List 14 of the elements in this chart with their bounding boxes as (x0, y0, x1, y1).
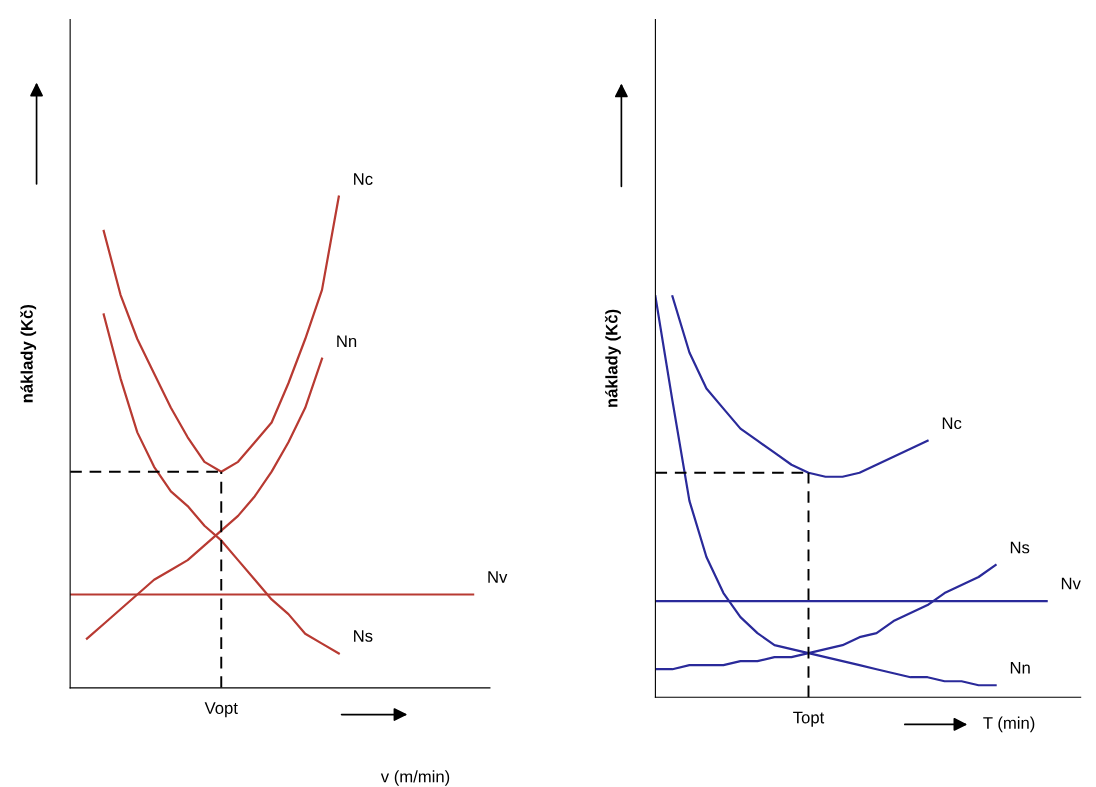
series-label: Nn (1010, 662, 1030, 674)
series-label: Nc (354, 173, 373, 185)
text: Topt (793, 711, 825, 727)
series-label: Nc (942, 417, 962, 430)
series-label: Nv (488, 571, 508, 583)
x-axis-title: T (min) (983, 716, 1035, 733)
series-label: Nn (337, 335, 357, 347)
series-label: Ns (1010, 541, 1030, 554)
x-axis-title: v (m/min) (380, 770, 450, 786)
y-axis-title: náklady (Kč) (604, 309, 621, 407)
text: Vopt (204, 702, 238, 718)
y-axis-title: náklady (Kč) (20, 305, 37, 403)
series-label: Ns (354, 630, 373, 642)
series-label: Nv (1061, 577, 1081, 590)
